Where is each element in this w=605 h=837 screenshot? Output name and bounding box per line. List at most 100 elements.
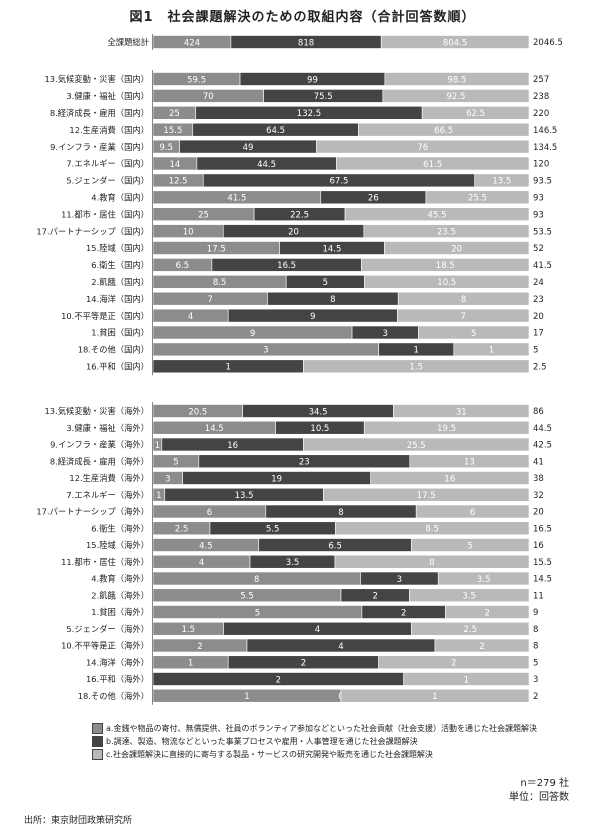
domestic-value-12-c: 10.5 [437,278,456,288]
domestic-value-4-b: 49 [243,143,254,153]
overseas-row-1: 3.健康・福祉（海外） 14.5 10.5 19.5 44.5 [66,420,552,435]
overseas-total-12: 9 [533,608,538,618]
overall-row-label-0: 全課題総計 [108,37,150,47]
source-note: 出所：東京財団政策研究所 [24,816,133,826]
overseas-value-13-b: 4 [315,625,320,635]
overseas-row-7: 6.衛生（海外） 2.5 5.5 8.5 16.5 [91,521,552,536]
overseas-value-16-b: 2 [276,675,281,685]
domestic-row-label-0: 13.気候変動・災害（国内） [45,74,149,84]
overseas-row-label-7: 6.衛生（海外） [91,523,149,533]
overseas-value-9-c: 8 [429,558,434,568]
domestic-value-6-a: 12.5 [169,177,188,187]
overseas-value-15-b: 2 [301,659,306,669]
domestic-value-16-c: 1 [489,346,494,356]
legend-item-c: c.社会課題解決に直接的に寄与する製品・サービスの研究開発や販売を通じた社会課題… [92,748,537,761]
domestic-value-10-c: 20 [451,244,462,254]
domestic-bar-11-c [361,258,530,272]
overseas-value-2-a: 1 [155,441,160,451]
overseas-bar-4-c [370,471,530,485]
overseas-total-8: 16 [533,541,544,551]
domestic-value-8-c: 45.5 [428,211,447,221]
domestic-row-label-16: 18.その他（国内） [78,345,149,355]
domestic-value-4-a: 9.5 [160,143,174,153]
overseas-bar-3-c [409,454,530,469]
overseas-row-3: 8.経済成長・雇用（海外） 5 23 13 41 [50,454,544,469]
overseas-value-13-a: 1.5 [181,625,195,635]
domestic-value-13-a: 7 [208,295,213,305]
legend-label-a: a.金銭や物品の寄付、無償提供、社員のボランティア参加などといった社会貢献（社会… [106,724,537,733]
overall-value-0-a: 424 [184,38,200,48]
overseas-value-1-b: 10.5 [310,424,329,434]
overseas-row-label-12: 1.貧困（海外） [91,607,149,617]
overseas-bar-10-c [437,571,530,586]
overseas-total-1: 44.5 [533,424,552,434]
overseas-value-2-c: 25.5 [407,441,426,451]
domestic-value-15-c: 5 [471,329,476,339]
domestic-total-17: 2.5 [533,363,547,373]
overseas-row-8: 15.陸域（海外） 4.5 6.5 5 16 [86,538,544,552]
domestic-total-14: 20 [533,312,544,322]
overseas-bar-13-c [411,621,530,636]
domestic-value-15-a: 9 [250,329,255,339]
domestic-value-9-b: 20 [288,227,299,237]
overseas-total-13: 8 [533,625,538,635]
overseas-value-12-b: 2 [401,608,406,618]
overall-bar-0-c [380,35,530,49]
overseas-value-5-a: 1 [156,491,161,501]
overseas-value-3-c: 13 [464,458,475,468]
overseas-value-9-b: 3.5 [286,558,300,568]
legend-swatch-a [92,723,103,734]
overseas-row-label-2: 9.インフラ・産業（海外） [50,440,149,450]
domestic-row-label-14: 10.不平等是正（国内） [61,311,149,321]
sample-size-note: n＝279 社 単位：回答数 [509,777,569,805]
overseas-total-4: 38 [533,474,544,484]
domestic-row-label-6: 5.ジェンダー（国内） [66,176,149,186]
domestic-row-label-17: 16.平和（国内） [86,362,149,372]
overall-total-0: 2046.5 [533,38,563,48]
domestic-row-label-4: 9.インフラ・産業（国内） [50,142,149,152]
overseas-value-17-a: 1 [244,692,249,702]
overseas-bar-11-c [409,588,530,603]
domestic-value-10-a: 17.5 [207,244,226,254]
domestic-row-12: 2.飢餓（国内） 8.5 5 10.5 24 [91,274,544,289]
overseas-value-10-b: 3 [397,575,402,585]
domestic-row-label-10: 15.陸域（国内） [86,243,149,253]
overseas-value-4-c: 16 [444,474,455,484]
overseas-bar-17-c [340,688,530,703]
domestic-value-14-a: 4 [188,312,193,322]
overseas-row-11: 2.飢餓（海外） 5.5 2 3.5 11 [91,588,544,603]
domestic-value-10-b: 14.5 [322,244,341,254]
overseas-bar-8-c [411,538,530,552]
overseas-value-4-b: 19 [271,474,282,484]
domestic-value-7-a: 41.5 [227,194,246,204]
overseas-value-11-a: 5.5 [240,592,254,602]
legend-label-b: b.調達、製造、物流などといった事業プロセスや雇用・人事管理を通じた社会課題解決 [106,737,418,746]
overseas-bar-2-c [303,437,530,452]
domestic-bar-3-c [358,122,530,137]
overseas-row-12: 1.貧困（海外） 5 2 2 9 [91,605,538,619]
overseas-value-15-a: 1 [188,659,193,669]
overseas-row-9: 11.都市・居住（海外） 4 3.5 8 15.5 [61,554,552,569]
domestic-bar-8-c [344,207,530,221]
overseas-row-16: 16.平和（海外）0213 [86,672,538,686]
overseas-bar-1-c [363,420,530,435]
domestic-total-12: 24 [533,278,544,288]
domestic-row-14: 10.不平等是正（国内） 4 9 7 20 [61,308,544,323]
overseas-row-label-6: 17.パートナーシップ（海外） [36,507,149,517]
overseas-row-4: 12.生産消費（海外） 3 19 16 38 [69,471,544,485]
overseas-value-14-c: 2 [479,642,484,652]
domestic-row-4: 9.インフラ・産業（国内） 9.5 49 76 134.5 [50,139,557,154]
domestic-row-2: 8.経済成長・雇用（国内） 25 132.5 62.5 220 [50,106,549,120]
domestic-row-label-2: 8.経済成長・雇用（国内） [50,108,149,118]
domestic-value-2-b: 132.5 [297,109,321,119]
domestic-bar-13-c [397,291,530,306]
overall-row-0: 全課題総計 424 818 804.5 2046.5 [108,35,563,49]
domestic-total-5: 120 [533,160,549,170]
overseas-total-17: 2 [533,692,538,702]
domestic-row-label-9: 17.パートナーシップ（国内） [36,226,149,236]
domestic-total-3: 146.5 [533,126,557,136]
overseas-row-label-9: 11.都市・居住（海外） [61,557,149,567]
domestic-row-17: 16.平和（国内）011.52.5 [86,359,547,374]
overseas-value-6-a: 6 [207,508,212,518]
overseas-value-13-c: 2.5 [463,625,477,635]
